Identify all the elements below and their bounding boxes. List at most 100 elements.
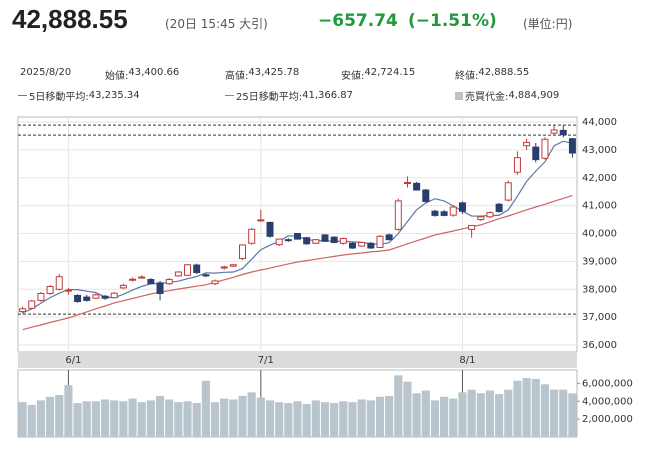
legend-value: 4,884,909 (508, 90, 560, 101)
candle-body (110, 292, 118, 299)
legend-value: 41,366.87 (302, 90, 353, 101)
volume-bar (412, 393, 421, 437)
candle-body (211, 280, 219, 285)
candle-body (294, 233, 301, 240)
volume-bar (192, 403, 201, 437)
candle-body (202, 274, 210, 277)
candle-body (303, 237, 311, 245)
candle-body (403, 182, 411, 185)
legend-item: 25日移動平均: 41,366.87 (225, 88, 353, 103)
volume-bar (165, 399, 174, 437)
volume-bar (430, 400, 440, 437)
y-tick-label: 4,000,000 (582, 396, 633, 407)
candle-body (101, 295, 109, 299)
candle-body (46, 285, 54, 294)
candle-body (440, 211, 448, 216)
volume-bar (504, 389, 513, 437)
candle-body (541, 138, 549, 159)
legend-item: 売買代金: 4,884,909 (455, 88, 559, 103)
info-label: 安値: (341, 71, 365, 82)
info-item: 終値: 42,888.55 (455, 67, 529, 82)
candle-body (376, 235, 384, 248)
volume-bar (366, 400, 375, 437)
y-tick-label: 43,000 (582, 145, 617, 156)
volume-bar (403, 381, 412, 437)
volume-bar (220, 398, 229, 437)
y-tick-label: 6,000,000 (582, 378, 633, 389)
candle-body (239, 244, 247, 260)
volume-bar (45, 396, 55, 437)
x-tick-label: 7/1 (258, 355, 274, 366)
candle-body (92, 294, 100, 299)
x-tick-label: 6/1 (65, 355, 81, 366)
volume-bar (467, 389, 476, 437)
candle-body (156, 282, 164, 294)
candle-body (458, 202, 466, 212)
candle-body (220, 266, 228, 269)
price-change-pct: (−1.51%) (408, 11, 497, 31)
candle-body (248, 228, 256, 244)
info-date: 2025/8/20 (20, 67, 72, 78)
volume-bar (55, 395, 64, 437)
candle-body (28, 300, 36, 309)
volume-bar (64, 385, 73, 437)
moving-average-line (22, 194, 573, 331)
candle-body (449, 206, 457, 216)
info-value: 42,724.15 (364, 67, 416, 78)
y-tick-label: 36,000 (582, 340, 617, 351)
info-item: 始値: 43,400.66 (105, 67, 179, 82)
volume-bar (513, 380, 522, 437)
y-tick-label: 38,000 (582, 284, 617, 295)
volume-bar (550, 389, 559, 437)
candle-body (284, 239, 292, 242)
volume-bar (128, 398, 137, 437)
candle-body (138, 276, 146, 279)
candle-body (477, 216, 485, 221)
candle-body (229, 264, 237, 267)
y-tick-label: 42,000 (582, 173, 617, 184)
x-axis-band (18, 352, 577, 368)
candle-body (19, 308, 27, 313)
candle-body (275, 238, 283, 246)
candle-body (394, 200, 402, 230)
volume-bar (73, 403, 82, 437)
volume-bar (82, 401, 91, 437)
candle-body (266, 221, 274, 237)
info-label: 始値: (105, 71, 129, 82)
candle-body (523, 141, 531, 147)
volume-bar (155, 395, 165, 437)
volume-bar (238, 395, 247, 437)
y-tick-label: 40,000 (582, 229, 617, 240)
volume-bar (174, 402, 183, 437)
volume-bar (339, 401, 348, 437)
candle-body (385, 234, 393, 241)
volume-bar (330, 403, 339, 437)
legend-swatch (455, 91, 463, 100)
volume-bar (385, 395, 394, 437)
candle-body (486, 212, 494, 218)
volume-bar (36, 400, 45, 437)
candle-body (55, 276, 63, 290)
y-tick-label: 41,000 (582, 201, 617, 212)
candle-body (413, 182, 421, 191)
volume-bar (302, 403, 311, 437)
candle-body (165, 279, 173, 285)
candle-body (64, 289, 72, 292)
legend-value: 43,235.34 (88, 90, 140, 101)
price-change: −657.74 (318, 11, 398, 31)
volume-bar (458, 392, 467, 437)
volume-bar (146, 400, 155, 437)
legend-item: 5日移動平均: 43,235.34 (18, 88, 140, 103)
volume-bar (559, 389, 568, 437)
y-tick-label: 2,000,000 (582, 414, 633, 425)
volume-bar (394, 375, 403, 437)
candle-body (513, 157, 521, 173)
candle-body (431, 210, 439, 216)
volume-bar (110, 400, 119, 437)
candle-body (257, 219, 265, 222)
volume-bar (522, 378, 531, 437)
volume-bar (568, 393, 577, 437)
candle-body (184, 264, 192, 276)
current-price: 42,888.55 (12, 4, 128, 34)
candle-body (339, 238, 347, 244)
